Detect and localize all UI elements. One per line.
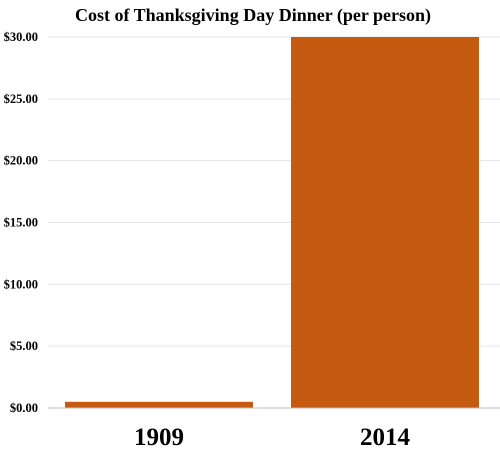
bar-1909 <box>65 401 253 408</box>
y-tick-label: $0.00 <box>10 401 38 415</box>
y-tick-label: $20.00 <box>4 154 38 168</box>
x-tick-label: 1909 <box>134 424 184 450</box>
y-tick-label: $25.00 <box>4 92 38 106</box>
x-tick-label: 2014 <box>360 424 411 450</box>
y-tick-label: $5.00 <box>10 339 38 353</box>
chart-title: Cost of Thanksgiving Day Dinner (per per… <box>75 5 431 26</box>
bar-2014 <box>291 37 479 408</box>
bars <box>65 37 479 408</box>
y-axis-tick-labels: $0.00 $5.00 $10.00 $15.00 $20.00 $25.00 $30.00 <box>4 30 38 415</box>
y-tick-label: $15.00 <box>4 216 38 230</box>
y-tick-label: $10.00 <box>4 277 38 291</box>
y-tick-label: $30.00 <box>4 30 38 44</box>
x-axis-tick-labels: 1909 2014 <box>134 424 411 450</box>
